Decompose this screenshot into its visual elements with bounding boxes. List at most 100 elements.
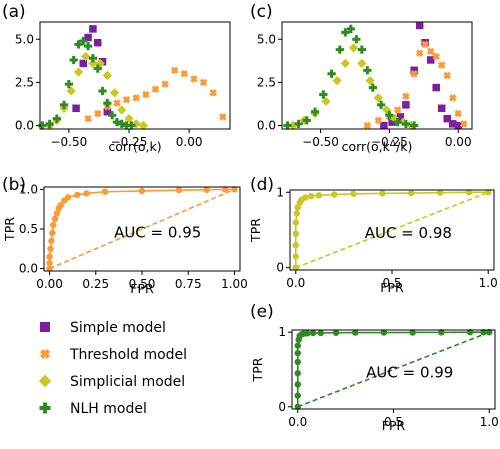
simple-point (93, 38, 102, 47)
simple-point (454, 121, 462, 130)
roc-point (294, 381, 301, 388)
roc-point (294, 342, 301, 349)
x-tick-label: 0.00 (445, 135, 472, 149)
threshold-point (402, 92, 410, 100)
y-axis-label: TPR (248, 218, 263, 243)
y-axis-label: TPR (2, 217, 17, 242)
legend-label: NLH model (70, 401, 147, 417)
y-tick-label: 2.5 (15, 75, 34, 89)
roc-point (317, 329, 324, 337)
threshold-point (209, 89, 217, 97)
roc-point (47, 245, 54, 253)
y-tick-label: 1.0 (19, 182, 38, 196)
simplicial-point (365, 76, 375, 86)
auc-label: AUC = 0.98 (365, 224, 452, 242)
threshold-point (161, 80, 169, 88)
x-tick-label: 0.00 (176, 135, 203, 149)
simplicial-point (340, 58, 350, 69)
roc-point (315, 192, 323, 199)
roc-point (83, 190, 90, 197)
x-tick-label: 0.5 (384, 415, 403, 429)
roc-point (307, 192, 315, 200)
y-tick-label: 2.5 (257, 75, 276, 89)
nlh-point (69, 55, 78, 65)
nlh-point (363, 66, 372, 75)
threshold-point (122, 95, 131, 104)
x-axis-label: FPR (130, 281, 154, 296)
nlh-point (79, 36, 88, 46)
auc-label: AUC = 0.99 (366, 363, 453, 381)
roc-point (304, 330, 311, 337)
nlh-point (108, 111, 117, 120)
roc-point (294, 370, 301, 377)
nlh-point (83, 42, 93, 51)
roc-point (46, 259, 53, 267)
x-tick-label: −0.50 (302, 135, 339, 149)
nlh-point (59, 100, 69, 109)
nlh-point (283, 121, 292, 130)
simplicial-point (138, 120, 149, 131)
simple-point (402, 101, 410, 109)
y-tick-label: 5.0 (257, 32, 276, 46)
y-tick-label: 0.0 (15, 119, 34, 133)
simplicial-point (398, 117, 408, 127)
simple-point (443, 114, 451, 123)
roc-point (465, 189, 473, 196)
roc-point (292, 264, 299, 271)
nlh-point (88, 54, 98, 63)
diagonal-line (295, 191, 489, 269)
roc-point (486, 329, 493, 336)
legend-label: Simple model (70, 320, 166, 336)
legend-square-marker (40, 322, 50, 332)
threshold-point (437, 61, 446, 69)
simplicial-point (95, 58, 105, 69)
panel-a: (a) −0.50 −0.25 0.00 0.0 2.5 5.0 corr(o,k) (2, 2, 231, 154)
nlh-point (117, 119, 126, 128)
roc-point (294, 392, 301, 399)
threshold-point (393, 106, 402, 114)
roc-point (64, 194, 72, 201)
nlh-point (335, 45, 344, 54)
nlh-point (45, 119, 54, 128)
threshold-point (454, 109, 462, 118)
nlh-point (310, 107, 320, 116)
simplicial-point (321, 96, 331, 107)
roc-point (292, 253, 299, 260)
threshold-point (113, 99, 121, 107)
legend-label: Simplicial model (70, 374, 185, 390)
roc-point (175, 186, 183, 194)
roc-point (480, 329, 487, 336)
nlh-point (401, 119, 411, 128)
x-tick-label: −0.50 (50, 135, 87, 149)
threshold-point (84, 114, 92, 123)
nlh-point (346, 24, 355, 34)
nlh-point (38, 121, 47, 130)
nlh-point (74, 40, 83, 49)
roc-point (292, 230, 299, 237)
roc-point (294, 403, 301, 410)
threshold-point (459, 120, 468, 128)
roc-point (438, 329, 445, 336)
nlh-point (64, 80, 73, 89)
nlh-point (52, 114, 61, 123)
roc-point (379, 190, 386, 197)
roc-point (222, 186, 229, 193)
threshold-point (190, 75, 198, 83)
nlh-point (103, 98, 112, 108)
roc-point (485, 189, 492, 196)
roc-point (332, 329, 340, 336)
nlh-point (98, 86, 107, 96)
roc-point (74, 191, 81, 199)
nlh-point (302, 116, 311, 125)
nlh-point (93, 64, 102, 73)
y-tick-label: 0.0 (257, 119, 276, 133)
panel-label: (b) (2, 175, 26, 195)
simplicial-point (73, 67, 84, 77)
threshold-point (151, 85, 160, 94)
roc-point (466, 329, 474, 336)
threshold-point (448, 94, 457, 102)
nlh-point (122, 121, 131, 130)
threshold-point (93, 109, 102, 118)
roc-point (46, 265, 53, 272)
